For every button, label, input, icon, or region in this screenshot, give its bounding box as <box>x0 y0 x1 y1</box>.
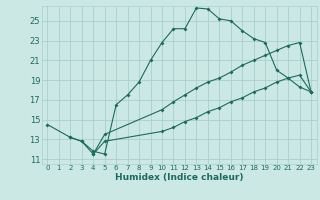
X-axis label: Humidex (Indice chaleur): Humidex (Indice chaleur) <box>115 173 244 182</box>
